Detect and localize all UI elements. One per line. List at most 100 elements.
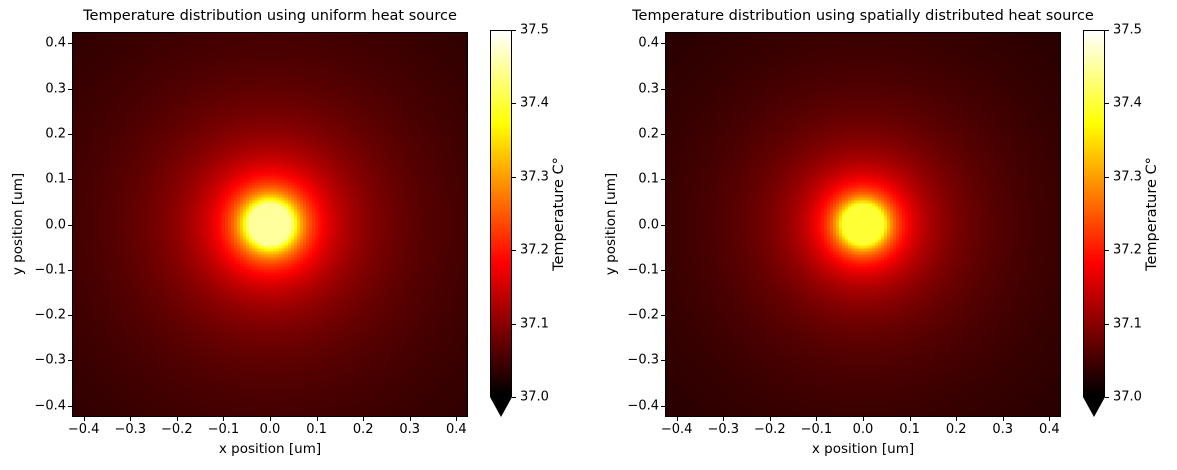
colorbar-tick-mark xyxy=(512,323,516,325)
subplot-distributed-heat-source: Temperature distribution using spatially… xyxy=(593,0,1177,470)
y-tick-mark xyxy=(661,360,665,362)
x-tick-label: −0.3 xyxy=(114,422,147,437)
x-tick-mark xyxy=(223,417,225,421)
x-tick-label: −0.3 xyxy=(707,422,740,437)
y-tick-label: 0.2 xyxy=(638,126,659,142)
x-tick-mark xyxy=(1002,417,1004,421)
y-tick-mark xyxy=(68,315,72,317)
y-tick-mark xyxy=(68,133,72,135)
y-tick-label: 0.3 xyxy=(45,81,66,97)
colorbar-tick-mark xyxy=(1105,176,1109,178)
plot-title: Temperature distribution using spatially… xyxy=(632,8,1094,24)
x-tick-label: 0.1 xyxy=(306,422,327,437)
colorbar-tick-label: 37.3 xyxy=(520,169,549,185)
colorbar-tick-label: 37.5 xyxy=(1113,22,1142,38)
colorbar-tick-mark xyxy=(1105,103,1109,105)
y-tick-mark xyxy=(661,224,665,226)
x-tick-mark xyxy=(176,417,178,421)
y-tick-mark xyxy=(68,360,72,362)
y-tick-label: 0.3 xyxy=(638,81,659,97)
x-tick-label: −0.2 xyxy=(161,422,193,437)
x-tick-label: −0.1 xyxy=(207,422,240,437)
colorbar-extend-min-triangle xyxy=(1083,397,1105,417)
colorbar-tick-label: 37.4 xyxy=(520,95,549,111)
x-tick-label: 0.4 xyxy=(446,422,467,437)
colorbar-tick-label: 37.1 xyxy=(520,316,549,332)
x-tick-mark xyxy=(816,417,818,421)
colorbar-tick-label: 37.1 xyxy=(1113,316,1142,332)
x-tick-label: −0.1 xyxy=(800,422,833,437)
x-axis-label: x position [um] xyxy=(218,441,322,457)
colorbar-tick-mark xyxy=(512,250,516,252)
y-tick-label: −0.4 xyxy=(627,398,659,414)
colorbar-tick-label: 37.3 xyxy=(1113,169,1142,185)
colorbar-tick-mark xyxy=(1105,323,1109,325)
colorbar-label: Temperature C° xyxy=(551,157,567,271)
y-tick-mark xyxy=(661,405,665,407)
x-tick-mark xyxy=(769,417,771,421)
y-tick-mark xyxy=(68,269,72,271)
colorbar-tick-label: 37.4 xyxy=(1113,95,1142,111)
y-tick-label: −0.4 xyxy=(34,398,66,414)
colorbar-tick-mark xyxy=(1105,30,1109,31)
x-tick-mark xyxy=(956,417,958,421)
x-tick-mark xyxy=(409,417,411,421)
x-tick-label: −0.4 xyxy=(67,422,100,437)
colorbar-tick-label: 37.2 xyxy=(1113,242,1142,258)
x-tick-mark xyxy=(909,417,911,421)
y-tick-label: 0.2 xyxy=(45,126,66,142)
x-tick-mark xyxy=(83,417,85,421)
plot-title: Temperature distribution using uniform h… xyxy=(83,8,457,24)
x-tick-mark xyxy=(316,417,318,421)
x-tick-mark xyxy=(130,417,132,421)
y-tick-mark xyxy=(661,269,665,271)
y-tick-label: −0.2 xyxy=(34,307,66,323)
y-tick-label: 0.1 xyxy=(638,171,659,187)
x-tick-label: 0.1 xyxy=(899,422,920,437)
colorbar-canvas xyxy=(490,30,512,397)
y-tick-mark xyxy=(68,405,72,407)
y-tick-mark xyxy=(68,43,72,45)
colorbar-tick-mark xyxy=(512,103,516,105)
x-tick-mark xyxy=(723,417,725,421)
colorbar-tick-label: 37.5 xyxy=(520,22,549,38)
y-tick-mark xyxy=(661,43,665,45)
y-tick-label: 0.4 xyxy=(638,35,659,51)
colorbar-tick-label: 37.2 xyxy=(520,242,549,258)
x-tick-label: 0.2 xyxy=(945,422,967,437)
x-tick-mark xyxy=(1049,417,1051,421)
y-tick-mark xyxy=(68,224,72,226)
x-tick-label: 0.3 xyxy=(992,422,1014,437)
y-axis-label: y position [um] xyxy=(603,172,619,276)
colorbar-tick-label: 37.0 xyxy=(520,389,549,405)
y-tick-label: 0.0 xyxy=(638,217,659,232)
colorbar-tick-mark xyxy=(512,30,516,31)
x-tick-label: 0.2 xyxy=(352,422,374,437)
y-tick-label: −0.1 xyxy=(627,262,659,278)
y-tick-mark xyxy=(661,133,665,135)
subplot-uniform-heat-source: Temperature distribution using uniform h… xyxy=(0,0,584,470)
colorbar-tick-mark xyxy=(512,397,516,398)
x-tick-mark xyxy=(363,417,365,421)
y-tick-mark xyxy=(661,315,665,317)
x-tick-mark xyxy=(676,417,678,421)
y-tick-mark xyxy=(661,88,665,90)
y-tick-mark xyxy=(68,179,72,181)
y-tick-label: 0.1 xyxy=(45,171,66,187)
colorbar-canvas xyxy=(1083,30,1105,397)
x-tick-label: 0.0 xyxy=(852,422,874,437)
colorbar-extend-min-triangle xyxy=(490,397,512,417)
y-tick-label: −0.3 xyxy=(627,352,659,368)
y-tick-label: 0.4 xyxy=(45,35,66,51)
y-tick-mark xyxy=(68,88,72,90)
colorbar-tick-mark xyxy=(512,176,516,178)
y-tick-label: −0.3 xyxy=(34,352,66,368)
y-tick-label: −0.1 xyxy=(34,262,66,278)
y-tick-label: 0.0 xyxy=(45,217,66,232)
x-tick-mark xyxy=(863,417,864,421)
colorbar-label: Temperature C° xyxy=(1144,157,1160,271)
x-tick-label: −0.2 xyxy=(754,422,786,437)
y-tick-mark xyxy=(661,179,665,181)
y-tick-label: −0.2 xyxy=(627,307,659,323)
